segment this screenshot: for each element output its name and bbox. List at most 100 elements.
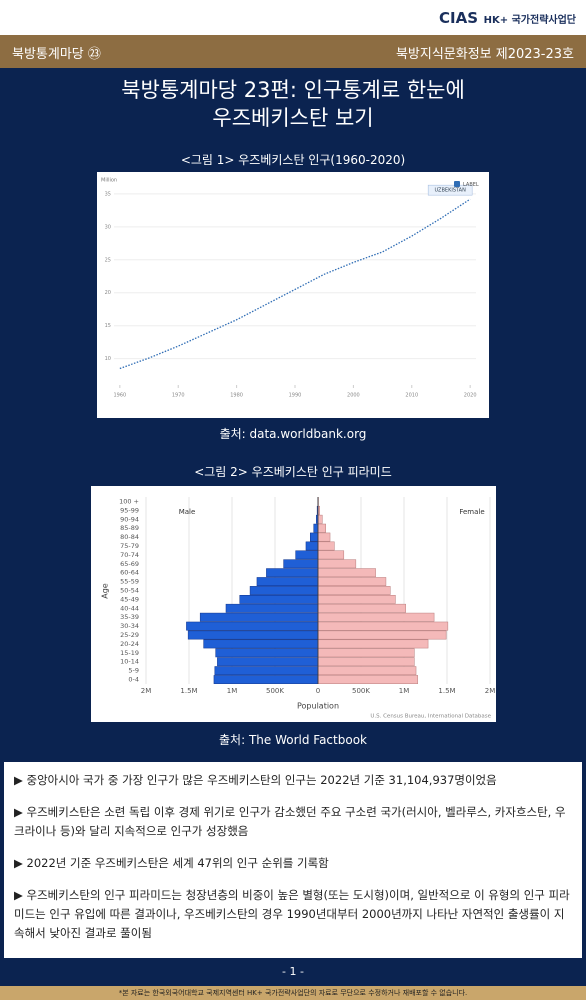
x-tick-label: 500K: [266, 687, 284, 695]
x-tick-label: 2M: [141, 687, 152, 695]
age-label: 90-94: [120, 515, 139, 523]
bar: [215, 648, 319, 658]
bar: [199, 612, 319, 622]
bar: [187, 630, 319, 640]
y-axis-label: Age: [101, 583, 110, 599]
bar: [217, 657, 319, 667]
bar: [317, 541, 335, 551]
bar: [317, 657, 415, 667]
x-tick-label: 1990: [289, 393, 302, 399]
bar: [317, 577, 387, 586]
age-label: 70-74: [120, 551, 139, 559]
page-number: - 1 -: [282, 965, 304, 978]
x-tick-label: 500K: [352, 687, 370, 695]
age-label: 0-4: [128, 676, 139, 684]
age-label: 75-79: [120, 542, 139, 550]
bar: [186, 621, 319, 631]
bar: [256, 577, 319, 586]
bar: [203, 639, 319, 649]
bar: [317, 559, 357, 569]
age-label: 5-9: [128, 667, 139, 675]
age-label: 55-59: [120, 578, 139, 586]
age-label: 80-84: [120, 533, 139, 541]
y-axis-label: Million: [101, 178, 117, 184]
bar: [317, 514, 323, 524]
age-label: 60-64: [120, 569, 139, 577]
x-tick-label: 2010: [405, 393, 418, 399]
bar: [225, 603, 319, 613]
legend-label: Male: [179, 508, 196, 516]
bar: [317, 550, 345, 560]
bullet: ▶ 중앙아시아 국가 중 가장 인구가 많은 우즈베키스탄의 인구는 2022년…: [14, 773, 497, 787]
bullet-section: ▶ 중앙아시아 국가 중 가장 인구가 많은 우즈베키스탄의 인구는 2022년…: [4, 762, 582, 958]
figure-caption: <그림 2> 우즈베키스탄 인구 피라미드: [194, 465, 392, 479]
bar: [313, 523, 319, 533]
figure-source: 출처: The World Factbook: [219, 733, 367, 747]
issue-label: 북방지식문화정보 제2023-23호: [395, 47, 574, 62]
bar: [283, 559, 319, 569]
logo-mark: CIAS: [439, 9, 479, 27]
bar: [317, 621, 449, 631]
age-label: 30-34: [120, 622, 139, 630]
bar: [317, 639, 429, 649]
figure-source: 출처: data.worldbank.org: [219, 427, 367, 441]
logo: CIAS HK+ 국가전략사업단: [439, 8, 576, 27]
legend-checkbox: [454, 181, 460, 187]
x-tick-label: 1980: [230, 393, 243, 399]
bar: [317, 612, 435, 622]
header-bar: [0, 35, 586, 68]
x-tick-label: 1M: [399, 687, 410, 695]
x-tick-label: 1960: [113, 393, 126, 399]
age-label: 20-24: [120, 640, 139, 648]
bar: [249, 586, 319, 595]
age-label: 25-29: [120, 631, 139, 639]
x-tick-label: 2M: [485, 687, 496, 695]
bar: [317, 666, 417, 676]
bar: [305, 541, 319, 551]
logo-org: HK+ 국가전략사업단: [483, 15, 576, 26]
bar: [317, 630, 447, 640]
age-label: 95-99: [120, 506, 139, 514]
figure-caption: <그림 1> 우즈베키스탄 인구(1960-2020): [180, 153, 406, 167]
x-tick-label: 2000: [347, 393, 360, 399]
bar: [266, 568, 319, 578]
x-tick-label: 2020: [464, 393, 477, 399]
x-tick-label: 1M: [227, 687, 238, 695]
bar: [317, 675, 419, 684]
bar: [317, 523, 326, 533]
line-chart: Million 10 15 20 25 30 35 1960 1970 1980 1990 2000 2…: [97, 172, 489, 418]
bullet: ▶ 우즈베키스탄은 소련 독립 이후 경제 위기로 인구가 감소했던 주요 구소…: [14, 805, 566, 838]
bar: [317, 532, 331, 542]
bar: [317, 568, 376, 578]
notice: *본 자료는 한국외국어대학교 국제지역센터 HK+ 국가전략사업단의 자료로 …: [0, 986, 586, 1000]
y-tick-label: 25: [105, 257, 111, 263]
y-tick-label: 30: [105, 224, 111, 230]
bullet: ▶ 우즈베키스탄의 인구 피라미드는 청장년층의 비중이 높은 별형(또는 도시…: [14, 888, 570, 940]
x-tick-label: 1.5M: [438, 687, 455, 695]
chart-note: U.S. Census Bureau, International Databa…: [370, 714, 491, 720]
legend-label: LABEL: [463, 182, 479, 188]
age-label: 100 +: [119, 497, 139, 505]
bar: [317, 586, 391, 595]
age-label: 15-19: [120, 649, 139, 657]
bullet: ▶ 2022년 기준 우즈베키스탄은 세계 47위의 인구 순위를 기록함: [14, 856, 329, 870]
bar: [295, 550, 319, 560]
bar: [214, 666, 319, 676]
bar: [317, 603, 406, 613]
age-label: 45-49: [120, 595, 139, 603]
line-series: [119, 198, 471, 370]
age-label: 10-14: [120, 658, 139, 666]
bar: [310, 532, 319, 542]
legend-label: Female: [459, 508, 484, 516]
x-tick-label: 1.5M: [180, 687, 197, 695]
x-tick-label: 1970: [172, 393, 185, 399]
bar: [213, 675, 319, 684]
y-tick-label: 35: [105, 191, 111, 197]
bar: [317, 648, 415, 658]
age-label: 40-44: [120, 604, 139, 612]
y-tick-label: 15: [105, 323, 111, 329]
annotation-box: [427, 184, 473, 196]
series-label: 북방통계마당 ㉓: [12, 47, 101, 62]
age-label: 50-54: [120, 587, 139, 595]
